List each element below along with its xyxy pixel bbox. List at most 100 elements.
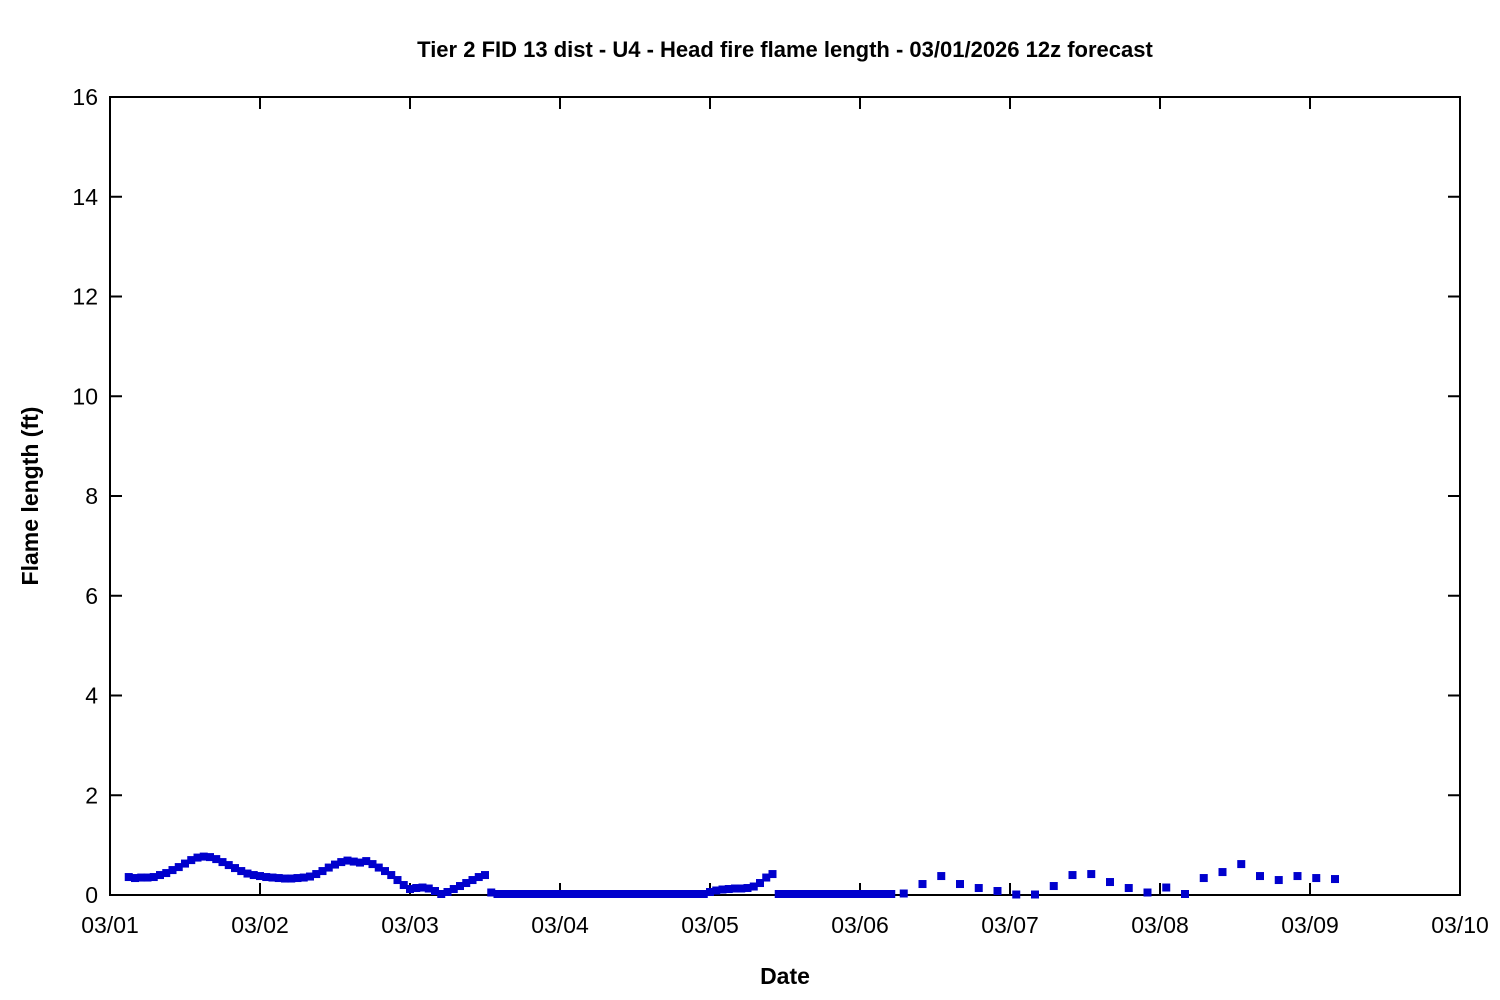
data-point-marker [612,890,621,899]
data-point-marker [824,890,833,899]
data-point-marker [318,867,327,876]
data-point-marker [256,872,264,881]
data-point-marker [312,870,321,879]
data-point-marker [362,857,371,866]
data-point-marker [724,885,733,894]
data-point-marker [593,890,602,899]
data-point-marker [349,857,358,866]
x-tick-label: 03/09 [1281,912,1339,938]
data-point-marker [699,890,708,899]
y-tick-label: 6 [85,583,98,609]
data-point-marker [781,890,789,899]
data-point-marker [1031,890,1039,899]
data-point-marker [793,890,802,899]
data-point-marker [549,890,558,899]
data-point-marker [1218,868,1227,877]
data-point-marker [418,883,427,892]
data-point-marker [1293,872,1302,881]
data-point-marker [437,890,446,899]
data-point-marker [974,884,983,893]
data-point-marker [224,861,233,870]
data-point-marker [474,873,483,882]
data-point-marker [1143,888,1152,897]
data-point-marker [568,890,577,899]
data-point-marker [537,890,546,899]
data-point-marker [543,890,552,899]
data-point-marker [937,872,946,881]
data-markers [124,852,1339,899]
data-point-marker [168,866,177,875]
plot-border [109,96,1461,896]
data-point-marker [162,869,171,878]
data-point-marker [831,890,839,899]
chart-title: Tier 2 FID 13 dist - U4 - Head fire flam… [417,37,1153,62]
y-tick-label: 2 [85,782,98,808]
data-point-marker [799,890,808,899]
y-tick-label: 10 [72,383,98,409]
data-point-marker [837,890,846,899]
data-point-marker [818,890,827,899]
data-point-marker [649,890,658,899]
data-point-marker [181,859,189,868]
x-axis-label: Date [760,963,810,989]
data-point-marker [899,889,908,898]
x-tick-label: 03/06 [831,912,889,938]
data-point-marker [487,888,496,897]
data-point-marker [374,863,383,872]
data-point-marker [406,885,414,894]
x-tick-label: 03/04 [531,912,589,938]
data-point-marker [231,864,239,873]
y-tick-label: 16 [72,84,98,110]
data-point-marker [324,863,333,872]
data-point-marker [1087,870,1096,879]
data-point-marker [156,871,164,880]
data-point-marker [368,860,377,869]
data-point-marker [518,890,527,899]
data-point-marker [462,879,471,888]
data-point-marker [512,890,521,899]
data-point-marker [268,873,277,882]
x-tick-label: 03/03 [381,912,439,938]
data-point-marker [524,890,533,899]
y-tick-label: 12 [72,284,98,310]
data-point-marker [806,890,814,899]
data-point-marker [506,890,514,899]
data-point-marker [137,873,146,882]
data-point-marker [237,867,246,876]
axis-ticks [109,96,1461,896]
data-point-marker [1181,890,1189,899]
data-point-marker [468,876,477,885]
data-point-marker [1256,872,1264,881]
data-point-marker [174,863,183,872]
data-point-marker [381,867,389,876]
data-point-marker [718,885,727,894]
data-point-marker [481,871,489,880]
data-point-marker [1162,883,1171,892]
data-point-marker [956,880,964,889]
data-point-marker [1274,876,1283,885]
data-point-marker [743,884,752,893]
data-point-marker [412,884,421,893]
data-point-marker [849,890,858,899]
data-point-marker [868,890,877,899]
data-point-marker [456,882,464,891]
data-point-marker [218,858,227,867]
data-point-marker [712,886,721,895]
data-point-marker [731,884,739,893]
data-point-marker [812,890,821,899]
data-point-marker [762,873,771,882]
data-point-marker [749,882,758,891]
data-point-marker [631,890,639,899]
data-point-marker [337,858,346,867]
data-point-marker [774,890,783,899]
data-point-marker [681,890,689,899]
data-point-marker [1199,874,1208,883]
data-point-marker [787,890,796,899]
data-point-marker [149,873,158,882]
data-point-marker [306,872,314,881]
data-point-marker [887,890,896,899]
x-tick-label: 03/01 [81,912,139,938]
data-point-marker [431,887,439,896]
x-tick-label: 03/07 [981,912,1039,938]
data-point-marker [531,890,539,899]
